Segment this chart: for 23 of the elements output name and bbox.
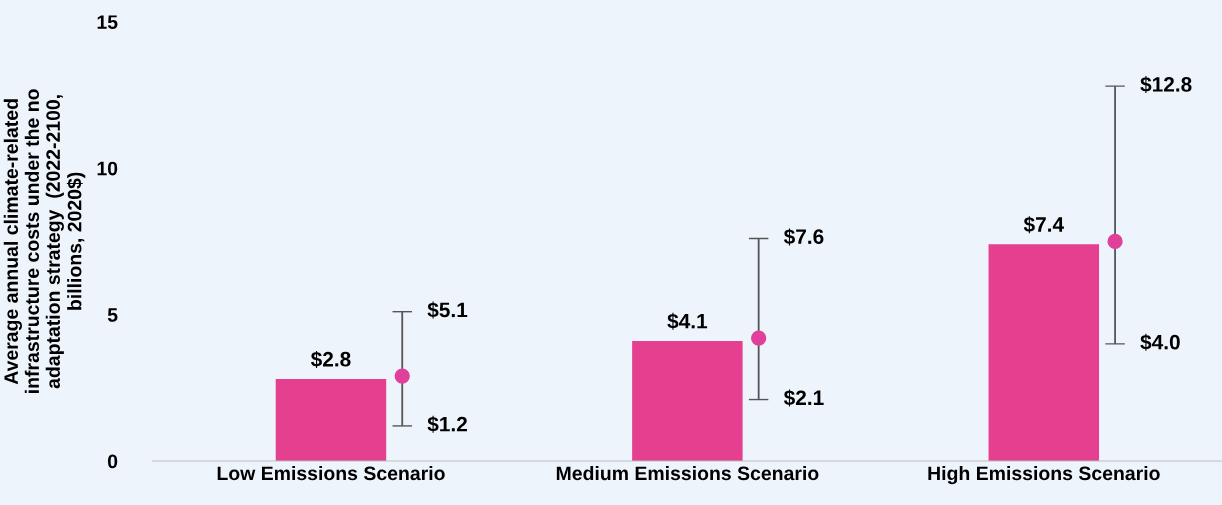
annotation: $4.0 [1140, 333, 1180, 351]
annotation: $1.2 [427, 415, 467, 433]
point [394, 368, 410, 384]
y-axis-title: Average annual climate-related infrastructure costs under the no adaptation strategy (2022-2100, billions, 2020$) [3, 89, 86, 393]
annotation: $12.8 [1140, 76, 1192, 94]
point [1107, 233, 1123, 250]
y-tick-label: 0 [107, 454, 118, 469]
y-tick-label: 5 [107, 308, 118, 322]
x-tick-label: High Emissions Scenario [928, 465, 1160, 485]
data-label: $2.8 [310, 350, 351, 368]
annotation: $7.6 [783, 228, 824, 246]
point [751, 330, 767, 346]
data-label: $4.1 [667, 312, 708, 330]
x-tick-label: Medium Emissions Scenario [556, 465, 819, 481]
bar [988, 244, 1100, 462]
data-label: $7.4 [1023, 216, 1064, 234]
y-tick-label: 10 [97, 161, 118, 176]
bar [632, 340, 743, 462]
annotation: $2.1 [783, 389, 824, 407]
x-tick-label: Low Emissions Scenario [217, 465, 445, 481]
annotation: $5.1 [427, 301, 468, 319]
bar [275, 379, 387, 462]
y-tick-label: 15 [97, 15, 118, 29]
